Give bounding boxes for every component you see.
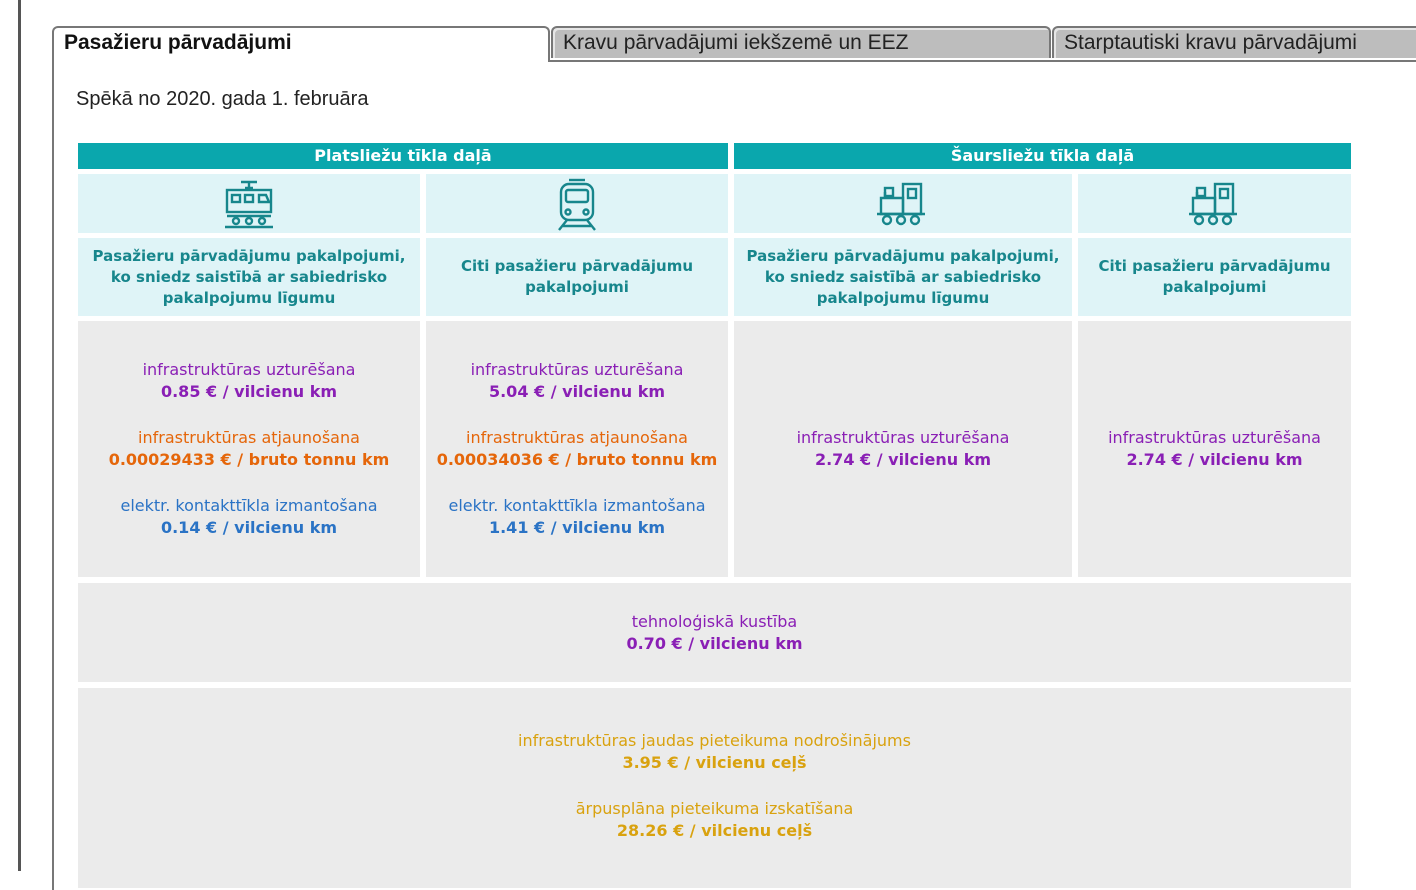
section-header-narrow-gauge: Šaursliežu tīkla daļā bbox=[734, 143, 1351, 169]
tab-panel bbox=[52, 60, 1416, 890]
tab-bar: Pasažieru pārvadājumi Kravu pārvadājumi … bbox=[52, 26, 1416, 62]
price-item: elektr. kontakttīkla izmantošana 0.14 € /… bbox=[120, 495, 377, 539]
price-label: infrastruktūras atjaunošana bbox=[138, 428, 360, 447]
page-left-border bbox=[18, 0, 21, 871]
effective-date: Spēkā no 2020. gada 1. februāra bbox=[76, 88, 369, 110]
icon-cell-2 bbox=[426, 174, 728, 233]
price-value: 0.00034036 € / bruto tonnu km bbox=[436, 450, 718, 469]
price-value: 2.74 € / vilcienu km bbox=[1126, 450, 1303, 469]
price-item: infrastruktūras atjaunošana 0.00034036 € … bbox=[437, 427, 718, 471]
price-value: 28.26 € / vilcienu ceļš bbox=[616, 821, 813, 840]
price-label: infrastruktūras jaudas pieteikuma nodroš… bbox=[518, 731, 911, 750]
service-description-text: Pasažieru pārvadājumu pakalpojumi, ko sn… bbox=[746, 246, 1060, 307]
price-label: infrastruktūras atjaunošana bbox=[466, 428, 688, 447]
passenger-train-icon bbox=[558, 178, 596, 231]
service-description-text: Citi pasažieru pārvadājumu pakalpojumi bbox=[460, 257, 694, 296]
price-cell: infrastruktūras uzturēšana 2.74 € / vilci… bbox=[734, 321, 1072, 577]
tech-movement-cell: tehnoloģiskā kustība 0.70 € / vilcienu km bbox=[78, 583, 1351, 682]
service-description-text: Pasažieru pārvadājumu pakalpojumi, ko sn… bbox=[92, 246, 406, 307]
price-value: 3.95 € / vilcienu ceļš bbox=[622, 753, 807, 772]
price-value: 1.41 € / vilcienu km bbox=[488, 518, 666, 537]
price-value: 0.70 € / vilcienu km bbox=[626, 633, 803, 653]
narrow-gauge-locomotive-icon bbox=[1188, 182, 1237, 225]
price-label: infrastruktūras uzturēšana bbox=[796, 428, 1010, 447]
price-item: infrastruktūras uzturēšana 0.85 € / vilci… bbox=[143, 359, 356, 403]
service-description: Pasažieru pārvadājumu pakalpojumi, ko sn… bbox=[734, 238, 1072, 316]
price-label: elektr. kontakttīkla izmantošana bbox=[120, 496, 378, 515]
price-item: infrastruktūras uzturēšana 2.74 € / vilci… bbox=[797, 427, 1010, 471]
price-value: 0.00029433 € / bruto tonnu km bbox=[108, 450, 390, 469]
price-value: 0.85 € / vilcienu km bbox=[160, 382, 338, 401]
icon-cell-4 bbox=[1078, 174, 1351, 233]
service-description: Citi pasažieru pārvadājumu pakalpojumi bbox=[1078, 238, 1351, 316]
tab-passenger-transport[interactable]: Pasažieru pārvadājumi bbox=[52, 26, 550, 62]
price-cell: infrastruktūras uzturēšana 5.04 € / vilci… bbox=[426, 321, 728, 577]
price-item: infrastruktūras uzturēšana 5.04 € / vilci… bbox=[471, 359, 684, 403]
price-value: 5.04 € / vilcienu km bbox=[488, 382, 666, 401]
price-value: 2.74 € / vilcienu km bbox=[814, 450, 992, 469]
price-value: 0.14 € / vilcienu km bbox=[160, 518, 338, 537]
price-item: tehnoloģiskā kustība 0.70 € / vilcienu km bbox=[626, 611, 802, 655]
price-cell: infrastruktūras uzturēšana 0.85 € / vilci… bbox=[78, 321, 420, 577]
tab-international-freight[interactable]: Starptautiski kravu pārvadājumi bbox=[1052, 26, 1416, 58]
price-item: ārpusplāna pieteikuma izskatīšana 28.26 €… bbox=[576, 798, 854, 842]
icon-cell-1 bbox=[78, 174, 420, 233]
price-label: elektr. kontakttīkla izmantošana bbox=[448, 496, 706, 515]
section-header-wide-gauge: Platsliežu tīkla daļā bbox=[78, 143, 728, 169]
electric-train-icon bbox=[225, 180, 273, 228]
price-label: infrastruktūras uzturēšana bbox=[470, 360, 684, 379]
tab-domestic-freight[interactable]: Kravu pārvadājumi iekšzemē un EEZ bbox=[551, 26, 1051, 58]
price-cell: infrastruktūras uzturēšana 2.74 € / vilci… bbox=[1078, 321, 1351, 577]
price-item: infrastruktūras jaudas pieteikuma nodroš… bbox=[518, 730, 911, 774]
service-description-text: Citi pasažieru pārvadājumu pakalpojumi bbox=[1098, 257, 1331, 296]
price-label: infrastruktūras uzturēšana bbox=[1108, 428, 1321, 447]
price-item: elektr. kontakttīkla izmantošana 1.41 € /… bbox=[448, 495, 705, 539]
price-item: infrastruktūras uzturēšana 2.74 € / vilci… bbox=[1108, 427, 1321, 471]
price-label: ārpusplāna pieteikuma izskatīšana bbox=[575, 799, 854, 818]
fees-cell: infrastruktūras jaudas pieteikuma nodroš… bbox=[78, 688, 1351, 888]
service-description: Citi pasažieru pārvadājumu pakalpojumi bbox=[426, 238, 728, 316]
narrow-gauge-locomotive-icon bbox=[877, 182, 925, 225]
price-label: infrastruktūras uzturēšana bbox=[142, 360, 356, 379]
service-description: Pasažieru pārvadājumu pakalpojumi, ko sn… bbox=[78, 238, 420, 316]
price-label: tehnoloģiskā kustība bbox=[631, 611, 798, 631]
icon-cell-3 bbox=[734, 174, 1072, 233]
price-item: infrastruktūras atjaunošana 0.00029433 € … bbox=[109, 427, 390, 471]
